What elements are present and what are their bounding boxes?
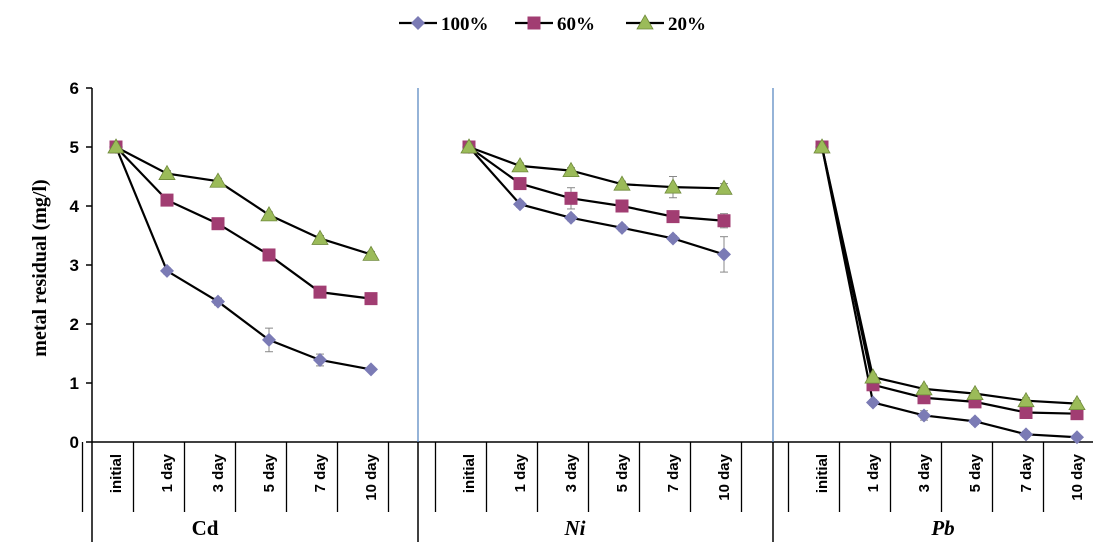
data-point [717, 214, 731, 228]
x-tick-label: 1 day [512, 453, 529, 492]
series-line [468, 145, 725, 190]
x-tick-label: 5 day [614, 453, 631, 492]
data-point [1070, 407, 1084, 421]
x-tick-label: 7 day [665, 453, 682, 492]
series-line [468, 146, 725, 256]
series-line [820, 146, 1078, 405]
data-point [1070, 430, 1084, 445]
legend-label: 100% [441, 14, 489, 35]
data-point [262, 248, 276, 262]
data-point [460, 138, 478, 154]
data-point [564, 210, 578, 225]
x-tick-label: 7 day [312, 453, 329, 492]
legend: 100% 60% 20% [399, 14, 706, 35]
data-point [1017, 391, 1035, 408]
x-tick-label: 10 day [716, 453, 733, 500]
data-point [915, 380, 933, 396]
y-tick-label: 1 [70, 374, 79, 393]
x-tick-label: 10 day [363, 453, 380, 500]
y-tick-label: 6 [70, 79, 79, 98]
x-tick-label: 1 day [865, 453, 882, 492]
data-point [260, 206, 278, 222]
data-point [1019, 406, 1033, 419]
x-tick-label: 1 day [159, 453, 176, 492]
data-point [613, 175, 631, 191]
y-tick-label: 0 [70, 433, 79, 452]
group-label: Cd [192, 516, 219, 540]
plot-area: 0 1 2 3 4 5 6 initial 1 day 3 day 5 day 7 day 10 day… [70, 79, 1093, 542]
data-point [615, 220, 629, 235]
data-point [362, 245, 380, 261]
legend-label: 20% [668, 14, 706, 35]
data-point [715, 179, 733, 195]
x-tick-label: 7 day [1018, 453, 1035, 492]
y-tick-label: 2 [70, 315, 79, 334]
group-label: Ni [564, 516, 586, 540]
x-tick-label: initial [461, 454, 478, 493]
x-tick-label: 3 day [916, 453, 933, 492]
data-point [666, 231, 680, 246]
series-line [114, 146, 372, 371]
data-point [364, 292, 378, 306]
data-point [664, 178, 682, 194]
data-point [864, 368, 882, 384]
data-point [262, 332, 276, 347]
data-point [1068, 394, 1086, 411]
x-tick-label: 10 day [1069, 453, 1086, 500]
data-point [968, 414, 982, 429]
x-tick-label: initial [108, 454, 125, 493]
data-point [513, 177, 527, 191]
y-axis-label: metal residual (mg/l) [29, 179, 51, 356]
data-point [666, 210, 680, 224]
legend-marker [411, 16, 425, 30]
data-point [1019, 427, 1033, 442]
data-point [209, 172, 227, 188]
data-point [313, 352, 327, 367]
series-line [115, 146, 372, 256]
data-point [211, 294, 225, 309]
data-point [615, 199, 629, 213]
data-point [160, 193, 174, 207]
data-point [966, 384, 984, 401]
y-tick-label: 3 [70, 256, 79, 275]
x-tick-label: 5 day [967, 453, 984, 492]
data-point [311, 229, 329, 245]
x-tick-label: 3 day [210, 453, 227, 492]
x-tick-label: 5 day [261, 453, 278, 492]
data-point [158, 164, 176, 180]
x-tick-label: initial [814, 454, 831, 493]
data-point [211, 217, 225, 231]
data-point [364, 362, 378, 377]
legend-marker [636, 14, 654, 30]
group-label: Pb [930, 516, 954, 540]
y-tick-label: 5 [70, 138, 79, 157]
data-point [107, 138, 125, 154]
data-point [813, 138, 831, 154]
series-line [820, 146, 1078, 439]
data-point [717, 247, 731, 262]
series-line [820, 146, 1078, 415]
legend-label: 60% [557, 14, 595, 35]
data-point [313, 285, 327, 299]
data-point [160, 263, 174, 278]
data-point [513, 197, 527, 212]
series-line [468, 146, 725, 222]
data-point [562, 161, 580, 178]
data-point [511, 157, 529, 173]
x-tick-label: 3 day [563, 453, 580, 492]
data-point [564, 191, 578, 205]
legend-marker [527, 16, 541, 30]
data-point [866, 395, 880, 410]
series-line [115, 146, 372, 300]
data-point [917, 408, 931, 423]
y-tick-label: 4 [70, 197, 80, 216]
